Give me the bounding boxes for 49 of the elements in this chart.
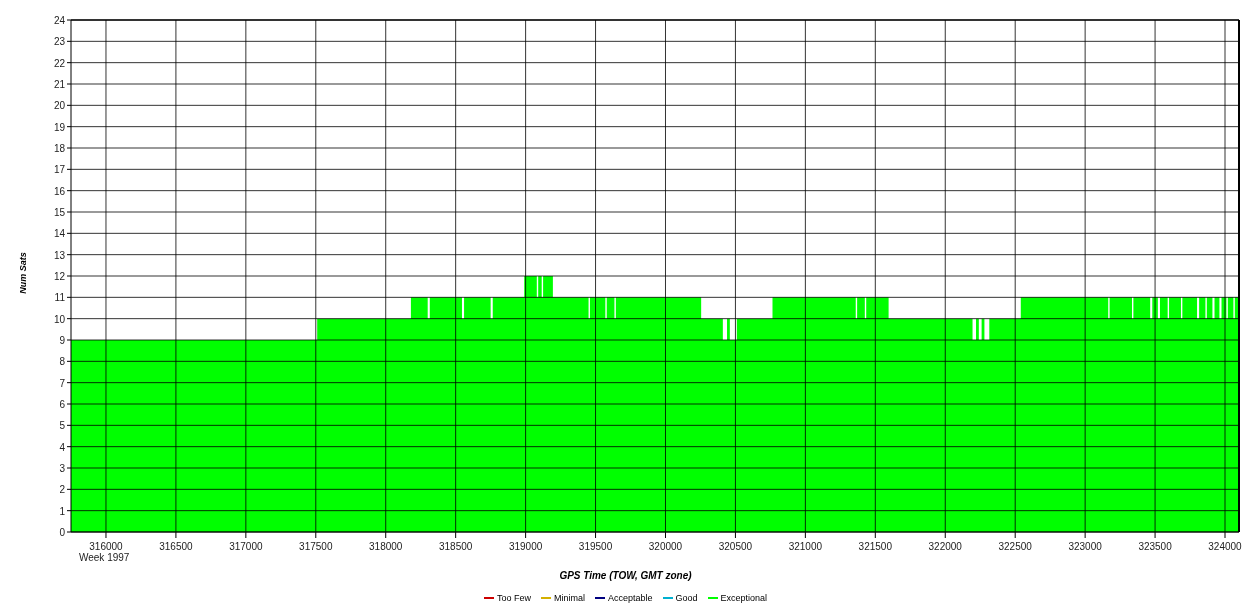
x-tick-label: 320500 (718, 541, 753, 552)
legend-label: Acceptable (606, 593, 653, 603)
y-tick-label: 17 (53, 164, 66, 176)
x-tick-label: 319500 (578, 541, 613, 552)
x-axis-title: GPS Time (TOW, GMT zone) (558, 570, 693, 581)
y-tick-label: 1 (59, 505, 66, 517)
x-tick-label: 318500 (438, 541, 473, 552)
x-tick-label: 323000 (1068, 541, 1103, 552)
x-tick-label: 322000 (928, 541, 963, 552)
y-tick-label: 13 (53, 249, 66, 261)
y-tick-label: 24 (53, 15, 66, 26)
y-tick-label: 18 (53, 143, 66, 154)
x-tick-label: 318000 (369, 541, 403, 552)
x-tick-label: 321000 (788, 541, 823, 552)
legend-label: Exceptional (719, 593, 768, 603)
legend-label: Good (674, 593, 698, 603)
legend-label: Too Few (495, 593, 531, 603)
y-tick-label: 19 (53, 121, 66, 133)
y-tick-label: 10 (53, 313, 66, 325)
y-tick-label: 21 (53, 79, 66, 90)
x-tick-label: 316000 Week 1997 (78, 541, 130, 563)
legend-label: Minimal (552, 593, 585, 603)
x-tick-label: 317000 (229, 541, 263, 552)
y-tick-label: 0 (59, 527, 66, 538)
y-tick-label: 6 (59, 399, 66, 410)
y-tick-label: 11 (54, 292, 66, 304)
y-tick-label: 12 (53, 271, 66, 282)
x-tick-label: 320000 (648, 541, 683, 552)
y-tick-label: 2 (59, 484, 66, 496)
x-tick-label: 323500 (1138, 541, 1173, 552)
x-tick-label: 324000 (1208, 541, 1243, 552)
y-tick-label: 4 (59, 441, 66, 453)
x-tick-label: 322500 (998, 541, 1033, 552)
y-tick-label: 16 (53, 185, 66, 197)
y-axis-title: Num Sats (18, 252, 29, 294)
x-tick-label: 317500 (299, 541, 333, 552)
y-tick-label: 5 (59, 420, 66, 432)
y-tick-label: 22 (53, 57, 66, 69)
y-tick-label: 7 (59, 377, 66, 389)
y-tick-label: 8 (59, 356, 66, 368)
x-tick-label: 316500 (159, 541, 194, 552)
y-tick-label: 14 (53, 228, 66, 240)
x-tick-label: 319000 (508, 541, 543, 552)
y-tick-label: 9 (59, 335, 66, 346)
y-tick-label: 23 (53, 36, 66, 48)
y-tick-label: 20 (53, 100, 66, 112)
y-tick-label: 3 (59, 463, 66, 474)
x-tick-label: 321500 (858, 541, 893, 552)
y-tick-label: 15 (53, 207, 66, 218)
